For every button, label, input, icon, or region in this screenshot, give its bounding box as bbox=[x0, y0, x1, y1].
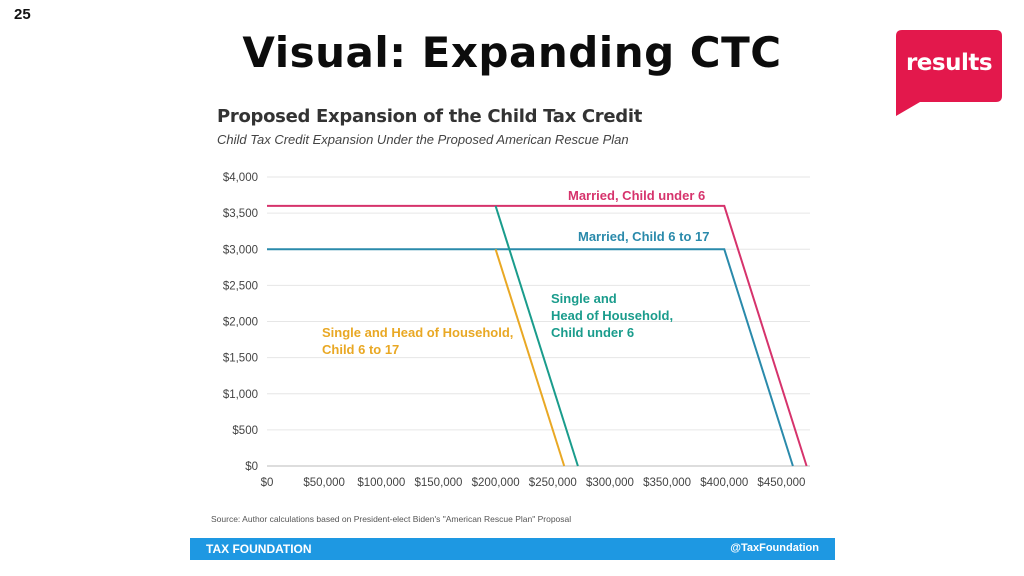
y-tick-label: $4,000 bbox=[223, 172, 258, 184]
x-tick-label: $250,000 bbox=[529, 477, 577, 489]
results-logo: results bbox=[896, 30, 1002, 116]
y-tick-label: $3,500 bbox=[223, 208, 258, 220]
x-tick-label: $400,000 bbox=[700, 477, 748, 489]
series-label: Single and bbox=[551, 291, 617, 306]
footer-handle: @TaxFoundation bbox=[730, 542, 819, 554]
x-tick-label: $450,000 bbox=[757, 477, 805, 489]
y-tick-label: $3,000 bbox=[223, 244, 258, 256]
logo-text: results bbox=[905, 50, 993, 76]
x-tick-label: $100,000 bbox=[357, 477, 405, 489]
x-tick-label: $0 bbox=[261, 477, 274, 489]
y-tick-label: $2,000 bbox=[223, 317, 258, 329]
x-tick-label: $300,000 bbox=[586, 477, 634, 489]
footer-brand: TAX FOUNDATION bbox=[206, 542, 312, 556]
y-tick-label: $1,500 bbox=[223, 353, 258, 365]
y-tick-label: $500 bbox=[232, 425, 258, 437]
logo-badge-shape bbox=[896, 30, 1002, 116]
y-tick-label: $1,000 bbox=[223, 389, 258, 401]
chart-title: Proposed Expansion of the Child Tax Cred… bbox=[217, 106, 643, 127]
series-label: Married, Child under 6 bbox=[568, 188, 705, 203]
series-line bbox=[267, 248, 794, 467]
footer-bar: TAX FOUNDATION @TaxFoundation bbox=[190, 538, 835, 560]
chart-source-note: Source: Author calculations based on Pre… bbox=[211, 514, 572, 524]
x-tick-label: $200,000 bbox=[472, 477, 520, 489]
series-line bbox=[494, 205, 579, 467]
x-tick-label: $50,000 bbox=[303, 477, 345, 489]
series-line bbox=[267, 204, 808, 467]
series-label: Head of Household, bbox=[551, 308, 673, 323]
slide-title: Visual: Expanding CTC bbox=[242, 28, 782, 77]
slide-number: 25 bbox=[14, 6, 31, 23]
series-label: Child 6 to 17 bbox=[322, 342, 399, 357]
chart-subtitle: Child Tax Credit Expansion Under the Pro… bbox=[217, 132, 629, 147]
chart-panel bbox=[190, 98, 835, 560]
x-tick-label: $150,000 bbox=[414, 477, 462, 489]
ctc-line-chart: $0 $500 $1,000 $1,500 $2,000 $2,500 $3,000 $3,5… bbox=[223, 172, 810, 489]
series-label: Married, Child 6 to 17 bbox=[578, 229, 709, 244]
series-label: Single and Head of Household, bbox=[322, 325, 513, 340]
y-tick-label: $0 bbox=[245, 461, 258, 473]
series-line bbox=[494, 248, 566, 467]
x-tick-label: $350,000 bbox=[643, 477, 691, 489]
y-tick-label: $2,500 bbox=[223, 280, 258, 292]
series-label: Child under 6 bbox=[551, 325, 634, 340]
